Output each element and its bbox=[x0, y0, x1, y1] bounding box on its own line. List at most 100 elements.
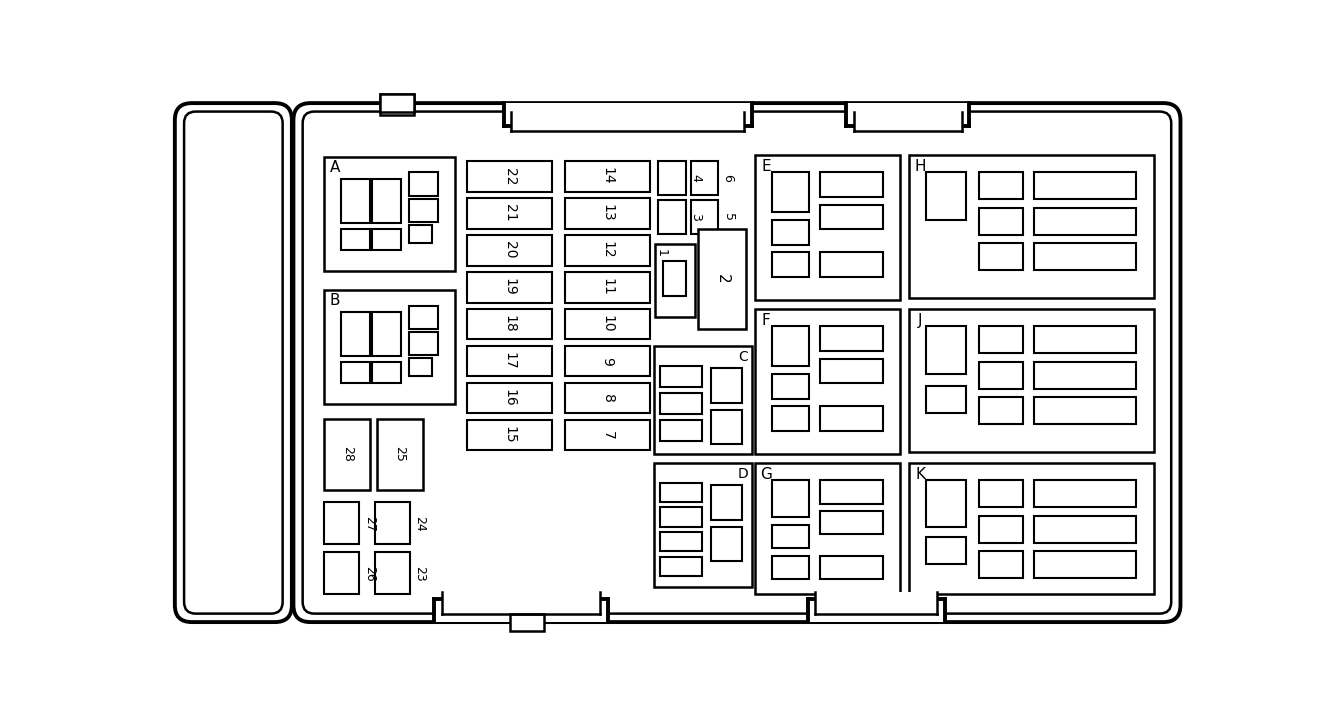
Bar bbox=[324, 502, 359, 544]
Text: 9: 9 bbox=[601, 357, 615, 365]
Bar bbox=[808, 597, 945, 622]
Bar bbox=[663, 261, 687, 296]
Text: D: D bbox=[738, 467, 749, 481]
Text: J: J bbox=[918, 313, 922, 327]
Bar bbox=[380, 94, 414, 112]
Text: 3: 3 bbox=[689, 213, 703, 221]
Text: E: E bbox=[762, 159, 771, 174]
Bar bbox=[467, 419, 552, 450]
Bar bbox=[699, 228, 746, 329]
Bar bbox=[655, 244, 696, 317]
Bar bbox=[773, 374, 810, 398]
Text: 12: 12 bbox=[601, 241, 615, 259]
Text: 1: 1 bbox=[655, 249, 668, 257]
Bar bbox=[820, 172, 884, 197]
Bar bbox=[979, 208, 1024, 235]
Text: 4: 4 bbox=[689, 174, 703, 182]
FancyBboxPatch shape bbox=[303, 111, 1171, 614]
Bar bbox=[409, 225, 433, 243]
Bar bbox=[467, 198, 552, 228]
Text: F: F bbox=[762, 313, 770, 327]
Bar bbox=[324, 157, 455, 271]
Bar bbox=[660, 419, 703, 441]
Bar bbox=[660, 508, 703, 526]
Bar bbox=[380, 94, 414, 116]
Bar bbox=[660, 482, 703, 502]
Text: 8: 8 bbox=[601, 393, 615, 403]
Bar bbox=[1035, 480, 1136, 508]
Text: 7: 7 bbox=[601, 431, 615, 439]
Bar bbox=[691, 161, 718, 195]
Bar bbox=[324, 290, 455, 404]
Bar bbox=[773, 172, 810, 213]
Bar bbox=[1035, 208, 1136, 235]
Bar bbox=[467, 161, 552, 192]
Bar bbox=[820, 480, 884, 503]
Bar bbox=[710, 485, 742, 520]
Bar bbox=[979, 551, 1024, 578]
Bar bbox=[565, 383, 650, 414]
Bar bbox=[773, 406, 810, 431]
Bar bbox=[1035, 362, 1136, 388]
Text: 25: 25 bbox=[393, 447, 406, 462]
Bar bbox=[434, 597, 607, 622]
Bar bbox=[853, 111, 962, 132]
Bar bbox=[773, 480, 810, 518]
Bar bbox=[820, 359, 884, 383]
Text: C: C bbox=[738, 350, 747, 364]
Bar bbox=[1035, 516, 1136, 543]
Bar bbox=[509, 615, 544, 631]
Bar bbox=[659, 200, 687, 234]
Text: 26: 26 bbox=[363, 566, 376, 582]
Text: B: B bbox=[329, 294, 340, 309]
FancyBboxPatch shape bbox=[175, 103, 292, 622]
Bar bbox=[374, 502, 410, 544]
Bar bbox=[710, 526, 742, 561]
Bar bbox=[565, 271, 650, 302]
Bar bbox=[710, 368, 742, 403]
Bar bbox=[442, 592, 599, 614]
Bar bbox=[909, 156, 1154, 298]
Bar bbox=[773, 525, 810, 548]
Bar bbox=[467, 383, 552, 414]
Bar bbox=[565, 198, 650, 228]
Bar bbox=[1035, 243, 1136, 270]
Bar bbox=[773, 253, 810, 277]
Text: 23: 23 bbox=[414, 566, 426, 582]
Text: A: A bbox=[329, 160, 340, 175]
Text: 11: 11 bbox=[601, 279, 615, 296]
Bar bbox=[372, 228, 401, 250]
FancyBboxPatch shape bbox=[184, 111, 283, 614]
Bar bbox=[979, 172, 1024, 200]
Bar bbox=[926, 386, 966, 414]
Bar bbox=[820, 556, 884, 579]
Bar bbox=[660, 393, 703, 414]
Bar bbox=[341, 362, 370, 383]
Text: 20: 20 bbox=[503, 241, 517, 259]
Bar bbox=[341, 179, 370, 223]
Bar bbox=[847, 103, 970, 129]
Bar bbox=[511, 111, 744, 132]
Bar bbox=[504, 103, 751, 129]
Bar bbox=[565, 419, 650, 450]
Bar bbox=[341, 228, 370, 250]
Bar bbox=[909, 463, 1154, 595]
Bar bbox=[565, 161, 650, 192]
Bar bbox=[372, 312, 401, 356]
Text: 19: 19 bbox=[503, 279, 517, 296]
Bar bbox=[979, 362, 1024, 388]
Text: 10: 10 bbox=[601, 315, 615, 333]
Bar bbox=[773, 556, 810, 579]
Bar bbox=[409, 172, 438, 195]
Bar bbox=[820, 253, 884, 277]
Bar bbox=[377, 419, 423, 490]
Bar bbox=[467, 345, 552, 376]
Bar bbox=[1035, 172, 1136, 200]
Bar bbox=[815, 592, 937, 614]
Text: 2: 2 bbox=[714, 274, 730, 284]
Bar bbox=[341, 312, 370, 356]
Text: 13: 13 bbox=[601, 205, 615, 222]
Bar bbox=[710, 409, 742, 444]
Bar bbox=[979, 516, 1024, 543]
Bar bbox=[979, 397, 1024, 424]
